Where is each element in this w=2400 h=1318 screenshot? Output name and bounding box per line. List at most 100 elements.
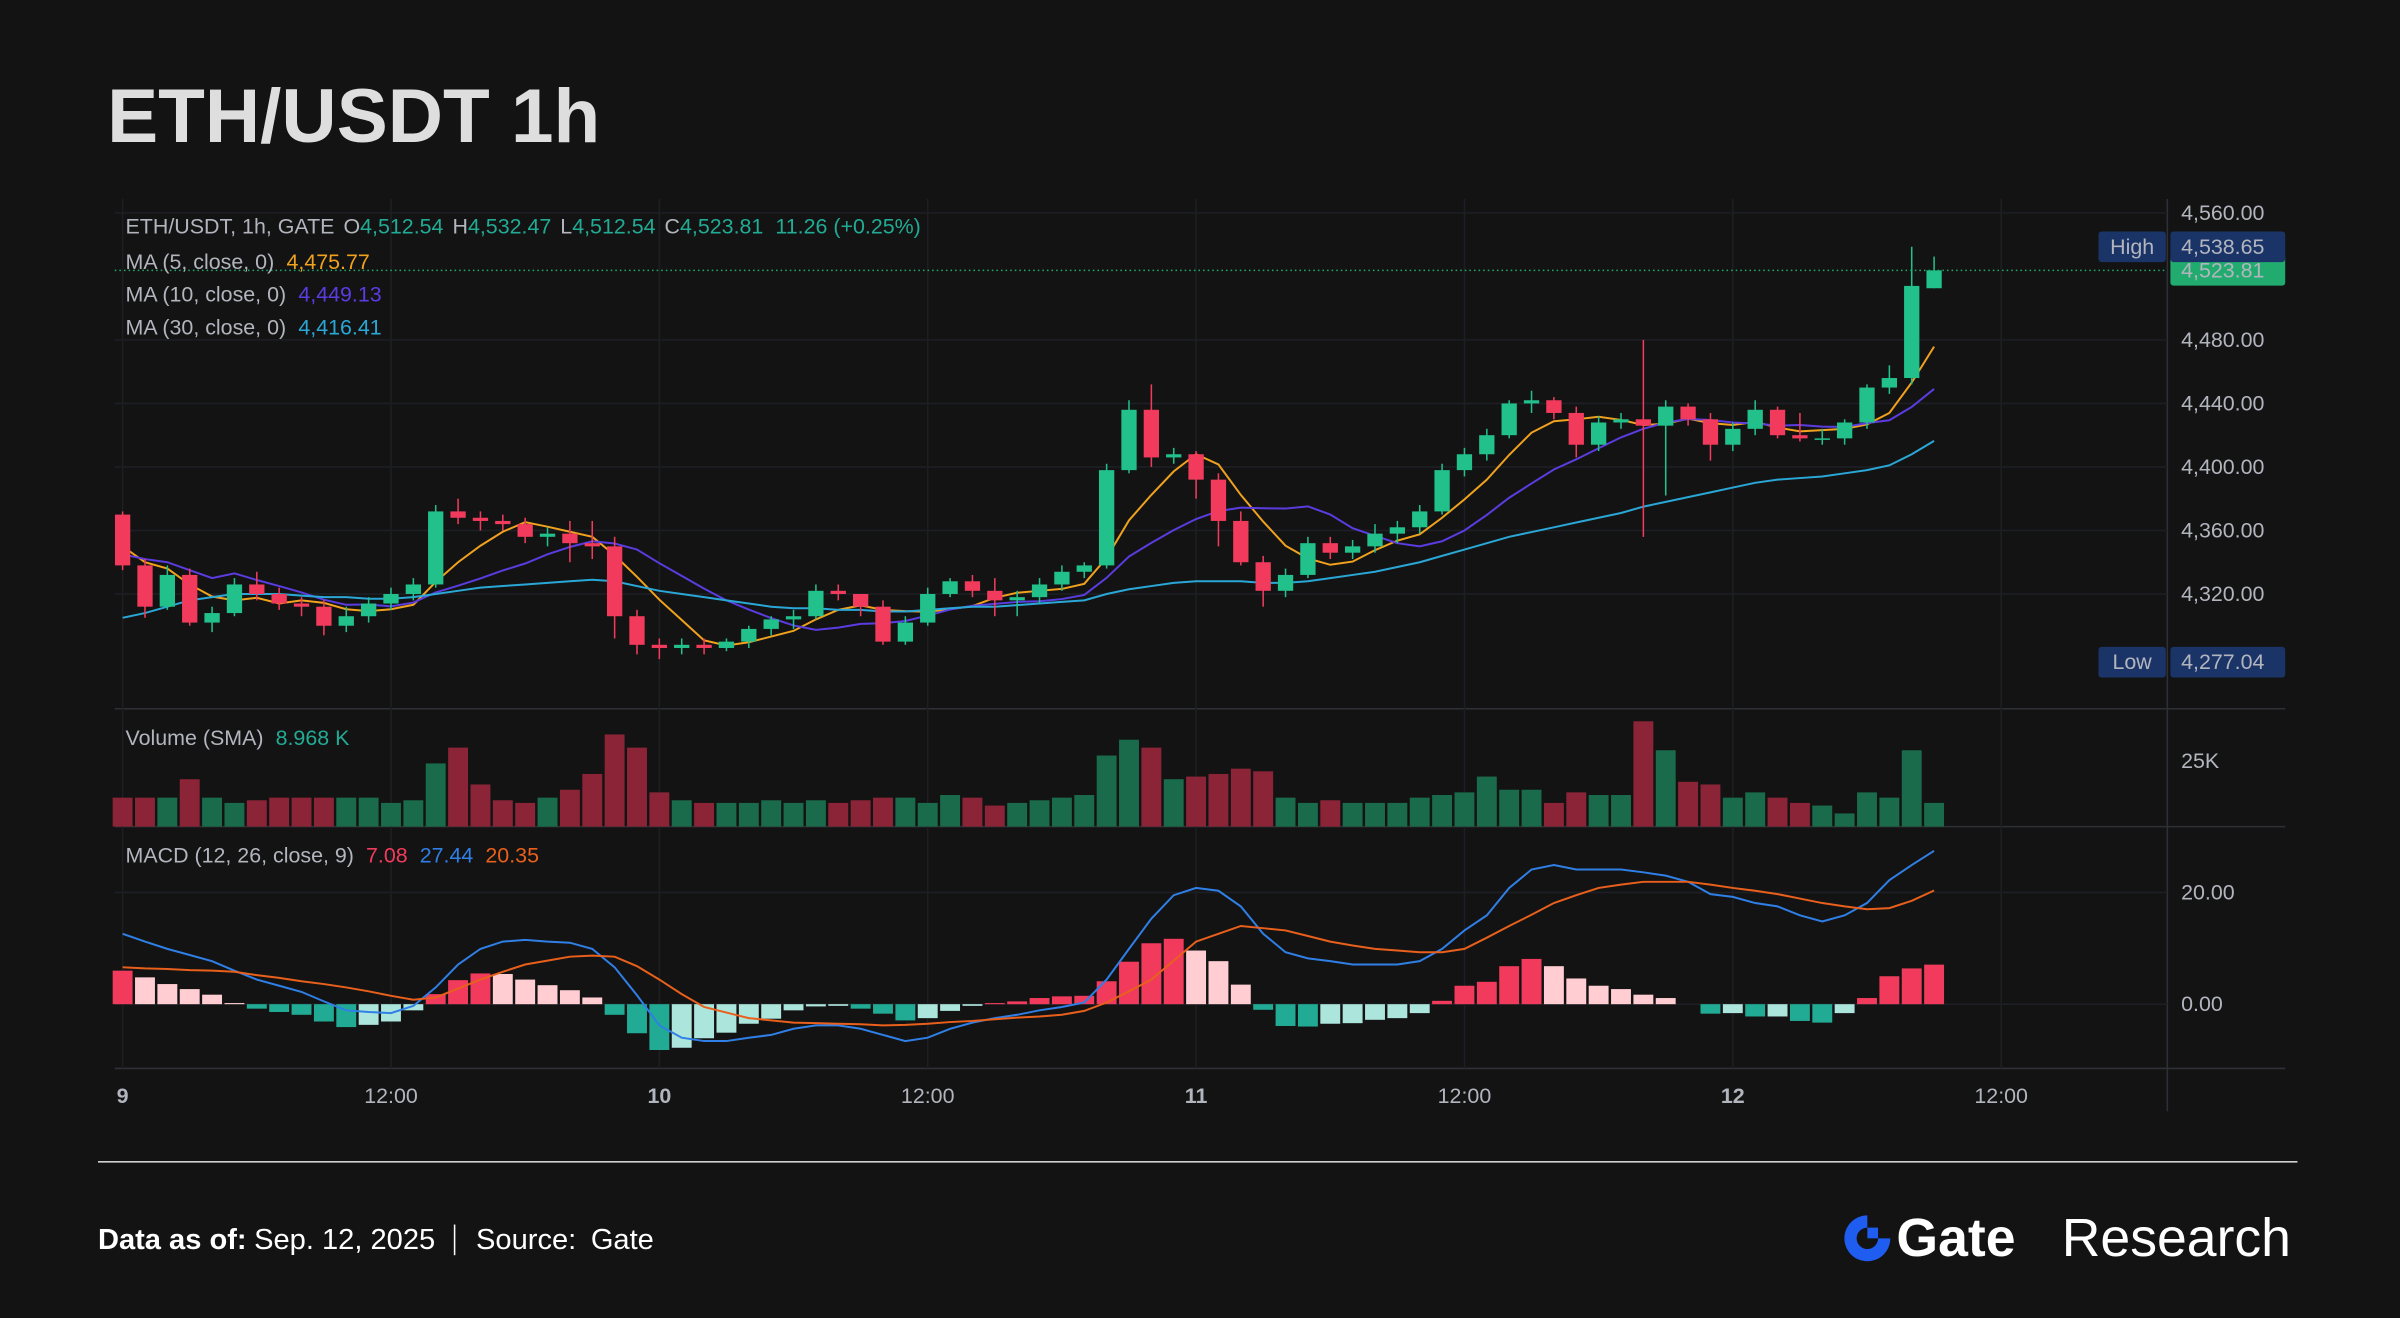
macd-histogram-bar — [1297, 1004, 1318, 1027]
price-tag-name: Low — [2113, 650, 2153, 674]
volume-bar — [1432, 795, 1453, 827]
candle-body — [1859, 387, 1875, 423]
macd-histogram-bar — [1566, 978, 1587, 1005]
legend-value: 4,475.77 — [286, 250, 369, 274]
legend-value: 4,512.54 — [360, 215, 443, 239]
volume-bar — [135, 797, 155, 827]
macd-histogram-bar — [559, 990, 580, 1005]
volume-bar — [425, 763, 446, 827]
volume-bar — [1901, 750, 1922, 827]
macd-histogram-bar — [649, 1004, 670, 1050]
volume-bar — [1655, 750, 1676, 827]
volume-bar — [671, 800, 692, 827]
candle-body — [1322, 543, 1338, 553]
macd-histogram-bar — [940, 1004, 961, 1011]
macd-histogram-bar — [1365, 1004, 1385, 1020]
macd-histogram-bar — [1253, 1004, 1274, 1010]
candle-body — [1233, 520, 1249, 563]
candle-body — [1792, 435, 1808, 439]
candle-body — [495, 520, 511, 525]
y-tick-label: 4,440.00 — [2181, 391, 2264, 415]
brand-suffix: Research — [2062, 1209, 2291, 1268]
macd-histogram-bar — [671, 1004, 692, 1048]
macd-histogram-bar — [1499, 966, 1520, 1005]
volume-bar — [537, 797, 558, 827]
candle-body — [852, 593, 869, 607]
volume-bar — [940, 795, 961, 827]
price-tag — [2170, 646, 2286, 678]
volume-bar — [358, 797, 379, 827]
volume-bar — [1320, 800, 1341, 827]
legend-name: MACD (12, 26, close, 9) — [126, 844, 354, 868]
brand-logo: Gate Research — [1844, 1209, 2291, 1268]
candle-body — [249, 584, 265, 594]
macd-histogram-bar — [1857, 998, 1877, 1005]
candle-body — [293, 603, 310, 607]
macd-histogram-bar — [604, 1004, 625, 1015]
volume-bar — [381, 802, 401, 827]
candle-body — [182, 574, 198, 623]
macd-line — [122, 850, 1935, 1043]
candle-body — [629, 616, 645, 645]
volume-bar — [1879, 797, 1900, 827]
legend-name: Volume (SMA) — [126, 726, 264, 750]
macd-histogram-bar — [1476, 981, 1497, 1005]
candle-body — [1702, 419, 1719, 445]
candle-body — [405, 584, 422, 594]
ohlc-legend: ETH/USDT, 1h, GATE O4,512.54 H4,532.47 L… — [126, 215, 921, 239]
volume-bar — [895, 797, 916, 827]
volume-bar — [1230, 768, 1251, 827]
macd-histogram-bar — [403, 1004, 424, 1011]
macd-legend: MACD (12, 26, close, 9) 7.08 27.44 20.35 — [126, 844, 539, 868]
legend-value: 8.968 K — [276, 726, 351, 750]
volume-bar — [1029, 800, 1050, 827]
candle-body — [539, 533, 556, 537]
macd-histogram-bar — [1029, 998, 1050, 1005]
macd-histogram-bar — [1163, 938, 1184, 1005]
ma-line — [122, 346, 1935, 647]
source-label: Source: — [476, 1224, 576, 1256]
price-tag — [2098, 646, 2166, 678]
macd-histogram-bar — [179, 989, 200, 1005]
ma-line — [122, 388, 1935, 631]
price-tag — [2170, 231, 2286, 263]
macd-histogram-bar — [1141, 943, 1162, 1005]
volume-bar — [1119, 739, 1139, 827]
candle-body — [1926, 270, 1942, 289]
volume-bar — [1521, 789, 1542, 827]
macd-histogram-bar — [850, 1004, 871, 1009]
volume-bar — [1633, 721, 1654, 827]
macd-histogram-bar — [1655, 998, 1676, 1005]
candle-body — [1613, 419, 1629, 423]
macd-histogram-bar — [135, 977, 155, 1005]
volume-bar — [738, 802, 759, 827]
volume-bar — [1767, 797, 1788, 827]
candle-body — [875, 606, 891, 642]
candle-body — [1121, 409, 1137, 471]
macd-histogram-bar — [1812, 1004, 1833, 1023]
macd-histogram-bar — [1409, 1004, 1430, 1014]
volume-bar — [1924, 802, 1945, 827]
macd-histogram-bar — [1320, 1004, 1341, 1024]
candle-body — [763, 619, 779, 629]
candle-body — [808, 590, 824, 617]
candle-body — [1456, 454, 1473, 471]
candle-body — [562, 533, 578, 544]
macd-histogram-bar — [716, 1004, 737, 1033]
y-tick-label: 4,400.00 — [2181, 455, 2264, 479]
macd-histogram-bar — [738, 1004, 759, 1024]
candle-body — [1389, 527, 1406, 534]
x-tick-label: 12:00 — [901, 1084, 955, 1108]
legend-name: MA (30, close, 0) — [126, 316, 287, 340]
volume-bar — [336, 797, 357, 827]
volume-bar — [269, 797, 290, 827]
macd-histogram-bar — [1521, 958, 1542, 1005]
volume-bar — [492, 800, 513, 827]
volume-bar — [179, 779, 200, 827]
candle-body — [1009, 597, 1025, 601]
candle-body — [1747, 409, 1763, 429]
volume-bar — [627, 747, 647, 827]
volume-bar — [1454, 792, 1475, 827]
volume-bar — [783, 802, 804, 827]
